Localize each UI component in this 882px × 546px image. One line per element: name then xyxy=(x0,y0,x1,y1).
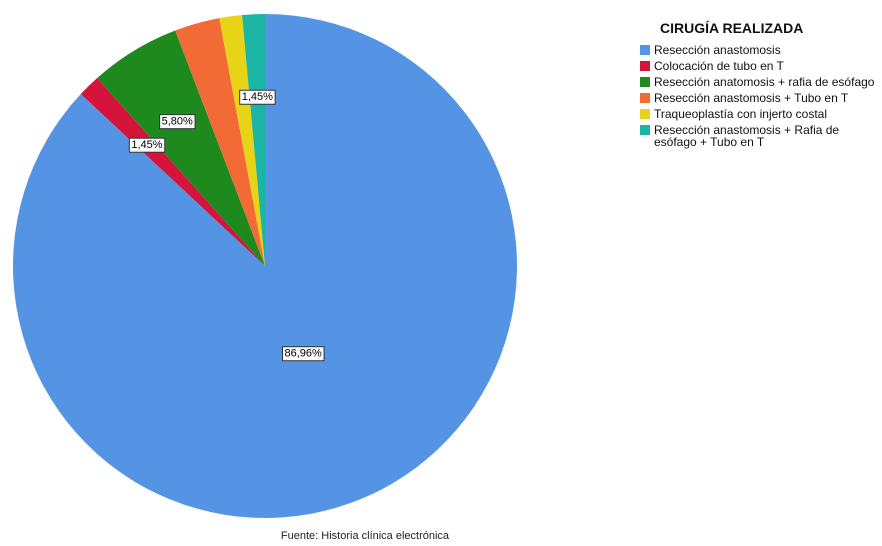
legend-item: Colocación de tubo en T xyxy=(638,60,880,72)
legend-title: CIRUGÍA REALIZADA xyxy=(660,20,804,36)
legend-item: Resección anastomosis + Rafia de esófago… xyxy=(638,124,880,148)
data-label-box xyxy=(159,114,196,130)
data-label: 5,80% xyxy=(162,116,193,128)
pie-slice xyxy=(80,78,265,267)
legend-label: Resección anatomosis + rafia de esófago xyxy=(654,75,875,89)
pie-slice xyxy=(242,14,265,266)
legend-swatch xyxy=(640,77,650,87)
legend-swatch xyxy=(640,109,650,119)
legend-label: Resección anastomosis + Tubo en T xyxy=(654,91,849,105)
legend-swatch xyxy=(640,93,650,103)
data-label: 1,45% xyxy=(131,139,162,151)
pie-slice xyxy=(175,18,265,267)
legend-swatch xyxy=(640,61,650,71)
legend-item: Traqueoplastía con injerto costal xyxy=(638,108,880,120)
legend-item: Resección anastomosis xyxy=(638,44,880,56)
data-label: 86,96% xyxy=(285,348,323,360)
data-label-box xyxy=(128,137,166,153)
data-label: 1,45% xyxy=(242,91,273,103)
data-label-box xyxy=(282,346,325,362)
pie-slice xyxy=(97,30,265,266)
legend-item: Resección anatomosis + rafia de esófago xyxy=(638,76,880,88)
legend-label: Resección anastomosis + Rafia de esófago… xyxy=(654,123,840,149)
legend-swatch xyxy=(640,45,650,55)
legend-label: Colocación de tubo en T xyxy=(654,59,784,73)
legend-item: Resección anastomosis + Tubo en T xyxy=(638,92,880,104)
legend-swatch xyxy=(640,125,650,135)
pie-slice xyxy=(219,15,265,267)
data-label-box xyxy=(239,89,276,105)
legend: CIRUGÍA REALIZADA Resección anastomosis C… xyxy=(638,20,882,152)
legend-label: Resección anastomosis xyxy=(654,43,781,57)
legend-label: Traqueoplastía con injerto costal xyxy=(654,107,827,121)
source: Fuente: Historia clínica electrónica xyxy=(280,530,450,542)
